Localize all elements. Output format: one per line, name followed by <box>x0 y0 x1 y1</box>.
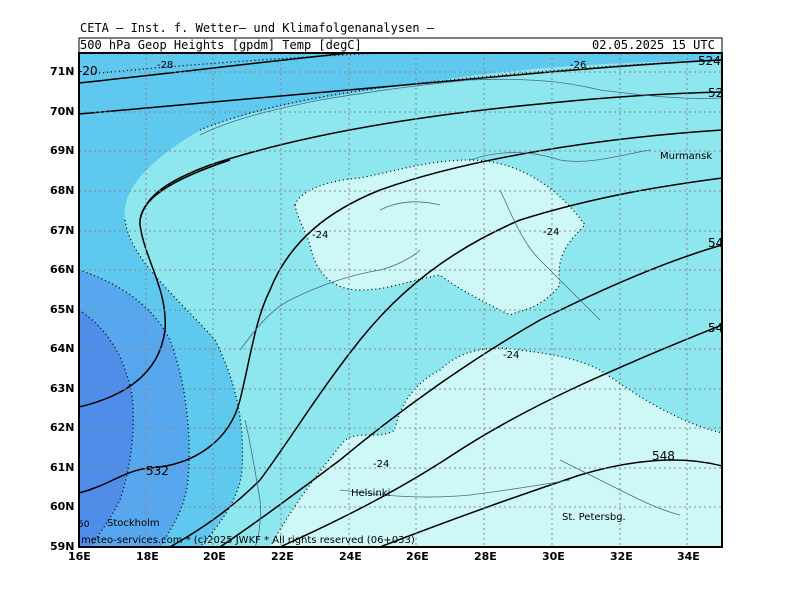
lat-label: 67N <box>50 224 75 237</box>
lon-label: 34E <box>677 550 700 563</box>
height-contour-524 <box>79 53 356 84</box>
lat-label: 69N <box>50 144 75 157</box>
graticule <box>79 53 722 547</box>
coastlines <box>199 78 722 547</box>
height-contour-544 <box>219 244 722 547</box>
lat-label: 66N <box>50 263 75 276</box>
city-label-murmansk: Murmansk <box>660 151 713 162</box>
height-contour-label: 532 <box>146 464 169 478</box>
lon-label: 30E <box>542 550 565 563</box>
lat-label: 70N <box>50 105 75 118</box>
temp-contour-label: -24 <box>373 459 390 470</box>
lon-label: 16E <box>68 550 91 563</box>
city-label-st-petersburg: St. Petersbg. <box>562 512 626 523</box>
city-label-stockholm: Stockholm <box>107 518 160 529</box>
lat-label: 62N <box>50 421 75 434</box>
lat-label: 65N <box>50 303 75 316</box>
lat-label: 68N <box>50 184 75 197</box>
header-frame <box>78 37 723 54</box>
lon-label: 24E <box>339 550 362 563</box>
temp-band-warm <box>79 310 134 547</box>
lon-label: 18E <box>136 550 159 563</box>
lat-label: 64N <box>50 342 75 355</box>
height-contour-548 <box>279 324 722 547</box>
height-contour-536 <box>79 129 722 494</box>
lat-label: 59N <box>50 540 75 553</box>
lat-label: 61N <box>50 461 75 474</box>
temp-contour-label: -28 <box>157 60 174 71</box>
height-contour-label: 52 <box>708 86 724 100</box>
height-contour-524b <box>79 59 722 115</box>
isotherm-20 <box>79 269 190 547</box>
height-contour-label: 548 <box>652 449 675 463</box>
lon-label: 32E <box>610 550 633 563</box>
temp-contour-label: -24 <box>543 227 560 238</box>
city-label-helsinki: Helsinki <box>351 488 391 499</box>
institution-header: CETA — Inst. f. Wetter— und Klimafolgena… <box>80 21 435 35</box>
lat-label: 60N <box>50 500 75 513</box>
valid-time: 02.05.2025 15 UTC <box>592 38 715 52</box>
lon-label: 22E <box>271 550 294 563</box>
temp-contour-label: -24 <box>312 230 329 241</box>
height-contour-label: 50 <box>78 520 90 530</box>
isotherm-26 <box>199 59 722 131</box>
lon-label: 26E <box>406 550 429 563</box>
temp-band-mid2 <box>79 53 722 547</box>
temp-contour-label: -24 <box>503 350 520 361</box>
field-title: 500 hPa Geop Heights [gpdm] Temp [degC] <box>80 38 362 52</box>
temp-band-cold-south <box>269 347 722 547</box>
temp-isotherms <box>79 53 722 547</box>
lat-label: 63N <box>50 382 75 395</box>
lat-label: 71N <box>50 65 75 78</box>
copyright-credit: meteo-services.com * (c)2025 JWKF * All … <box>81 535 415 546</box>
lon-label: 28E <box>474 550 497 563</box>
lon-label: 20E <box>203 550 226 563</box>
height-contour-label: 54 <box>708 236 724 250</box>
temp-contour-label: -20 <box>78 64 98 78</box>
height-contour-label: 524 <box>698 54 721 68</box>
height-contour-label: 54 <box>708 321 724 335</box>
height-contour-540 <box>169 177 722 547</box>
temp-contour-label: -26 <box>570 60 587 71</box>
temp-band-cold-north <box>294 159 586 316</box>
height-contour-552 <box>379 459 722 547</box>
